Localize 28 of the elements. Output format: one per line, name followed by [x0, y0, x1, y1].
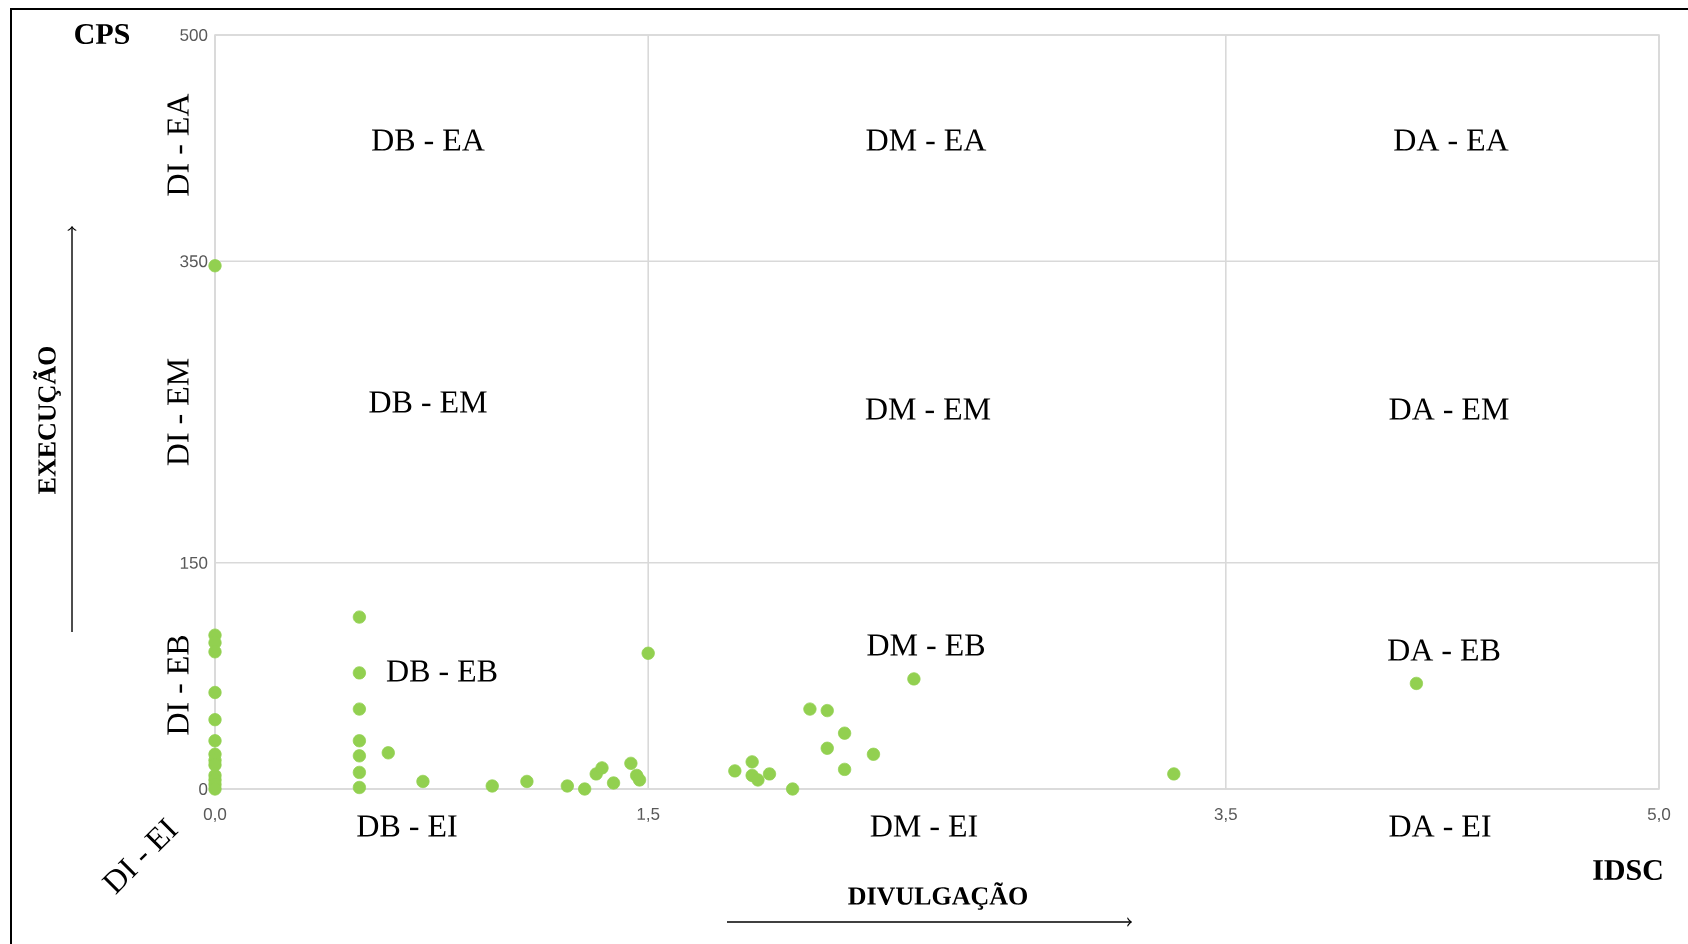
annotation: DB - EM: [369, 391, 487, 413]
text: IDSC: [1593, 859, 1662, 881]
y-tick-label: 500: [180, 28, 208, 42]
text: DI - EI: [101, 817, 179, 895]
text: DB - EI: [357, 815, 457, 837]
text: DI - EM: [167, 358, 189, 466]
x-axis-title: DIVULGAÇÃO: [848, 882, 1027, 910]
y-tick-label: 150: [180, 556, 208, 569]
text: CPS: [75, 23, 130, 45]
x-tick-label: 1,5: [637, 808, 660, 822]
y-tick-label: 350: [180, 255, 208, 268]
annotation: DA - EA: [1394, 129, 1509, 151]
x-tick-label: 5,0: [1647, 808, 1671, 823]
annotation: DB - EB: [386, 660, 497, 682]
annotation: DB - EA: [372, 129, 485, 151]
annotation: DA - EB: [1388, 639, 1500, 661]
x-tick-label: 0,0: [203, 808, 227, 823]
text: DM - EI: [870, 815, 978, 837]
text: DI - EA: [167, 93, 189, 196]
annotation: DM - EB: [867, 634, 985, 656]
text: DA - EI: [1389, 815, 1491, 837]
annotation: DM - EA: [866, 129, 987, 151]
y-tick-label: 0: [199, 783, 208, 796]
x-tick-label: 3,5: [1214, 808, 1237, 823]
annotation: DM - EM: [865, 398, 991, 420]
y-axis-title: EXECUÇÃO: [33, 346, 61, 494]
annotation: DA - EM: [1389, 398, 1509, 420]
text: DI - EB: [167, 635, 189, 735]
